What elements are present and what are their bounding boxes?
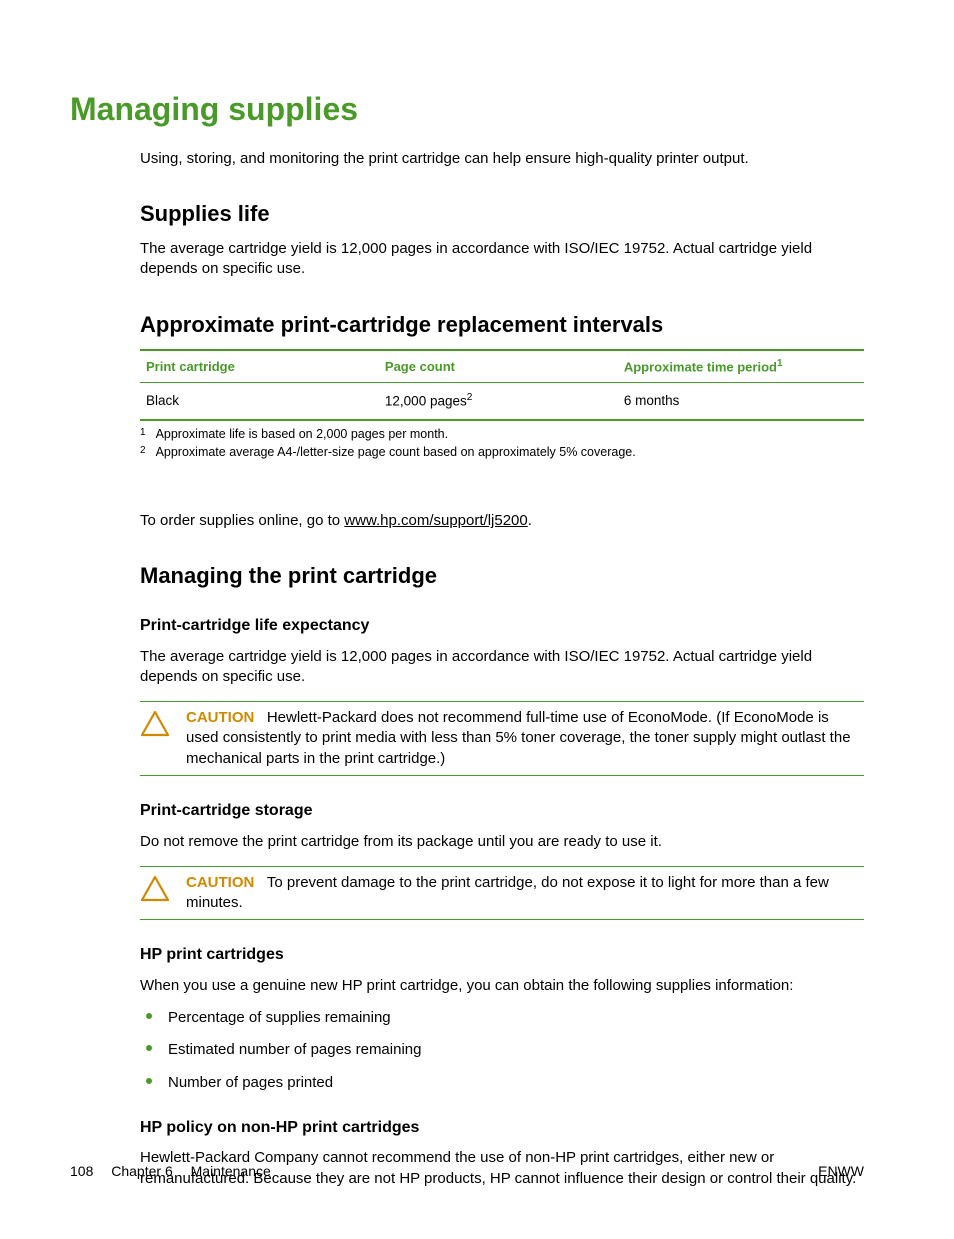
storage-text: Do not remove the print cartridge from i… xyxy=(140,832,864,852)
caution-label: CAUTION xyxy=(186,874,254,891)
supplies-life-heading: Supplies life xyxy=(140,199,864,229)
caution-box: CAUTION To prevent damage to the print c… xyxy=(140,866,864,921)
intervals-heading: Approximate print-cartridge replacement … xyxy=(140,310,864,340)
table-header: Approximate time period1 xyxy=(618,350,864,382)
page-footer: 108 Chapter 6 Maintenance ENWW xyxy=(70,1162,864,1181)
page-number: 108 xyxy=(70,1162,93,1181)
section-label: Maintenance xyxy=(191,1163,271,1179)
table-cell: 12,000 pages2 xyxy=(379,383,618,420)
table-cell: Black xyxy=(140,383,379,420)
warning-icon xyxy=(140,875,178,909)
table-header: Page count xyxy=(379,350,618,382)
hp-cartridges-heading: HP print cartridges xyxy=(140,944,864,966)
caution-text: CAUTION Hewlett-Packard does not recomme… xyxy=(186,708,864,769)
order-supplies-text: To order supplies online, go to www.hp.c… xyxy=(140,511,864,531)
page-title: Managing supplies xyxy=(70,88,864,131)
footer-right: ENWW xyxy=(818,1162,864,1181)
supplies-life-text: The average cartridge yield is 12,000 pa… xyxy=(140,239,864,280)
storage-heading: Print-cartridge storage xyxy=(140,800,864,822)
footnote: 2 Approximate average A4-/letter-size pa… xyxy=(140,443,864,461)
intro-paragraph: Using, storing, and monitoring the print… xyxy=(140,149,864,169)
footer-left: 108 Chapter 6 Maintenance xyxy=(70,1162,271,1181)
list-item: Number of pages printed xyxy=(140,1073,864,1093)
non-hp-heading: HP policy on non-HP print cartridges xyxy=(140,1117,864,1139)
table-footnotes: 1 Approximate life is based on 2,000 pag… xyxy=(140,425,864,461)
table-row: Black 12,000 pages2 6 months xyxy=(140,383,864,420)
list-item: Percentage of supplies remaining xyxy=(140,1008,864,1028)
caution-box: CAUTION Hewlett-Packard does not recomme… xyxy=(140,701,864,776)
hp-cartridges-intro: When you use a genuine new HP print cart… xyxy=(140,976,864,996)
table-header: Print cartridge xyxy=(140,350,379,382)
order-supplies-link[interactable]: www.hp.com/support/lj5200 xyxy=(344,512,527,529)
footnote: 1 Approximate life is based on 2,000 pag… xyxy=(140,425,864,443)
managing-heading: Managing the print cartridge xyxy=(140,561,864,591)
document-page: Managing supplies Using, storing, and mo… xyxy=(0,0,954,1239)
content-body: Using, storing, and monitoring the print… xyxy=(140,149,864,1189)
caution-label: CAUTION xyxy=(186,709,254,726)
life-expectancy-heading: Print-cartridge life expectancy xyxy=(140,615,864,637)
table-cell: 6 months xyxy=(618,383,864,420)
list-item: Estimated number of pages remaining xyxy=(140,1040,864,1060)
life-expectancy-text: The average cartridge yield is 12,000 pa… xyxy=(140,647,864,688)
caution-text: CAUTION To prevent damage to the print c… xyxy=(186,873,864,914)
chapter-label: Chapter 6 xyxy=(111,1162,172,1181)
hp-cartridges-list: Percentage of supplies remaining Estimat… xyxy=(140,1008,864,1093)
warning-icon xyxy=(140,710,178,744)
cartridge-table: Print cartridge Page count Approximate t… xyxy=(140,349,864,421)
